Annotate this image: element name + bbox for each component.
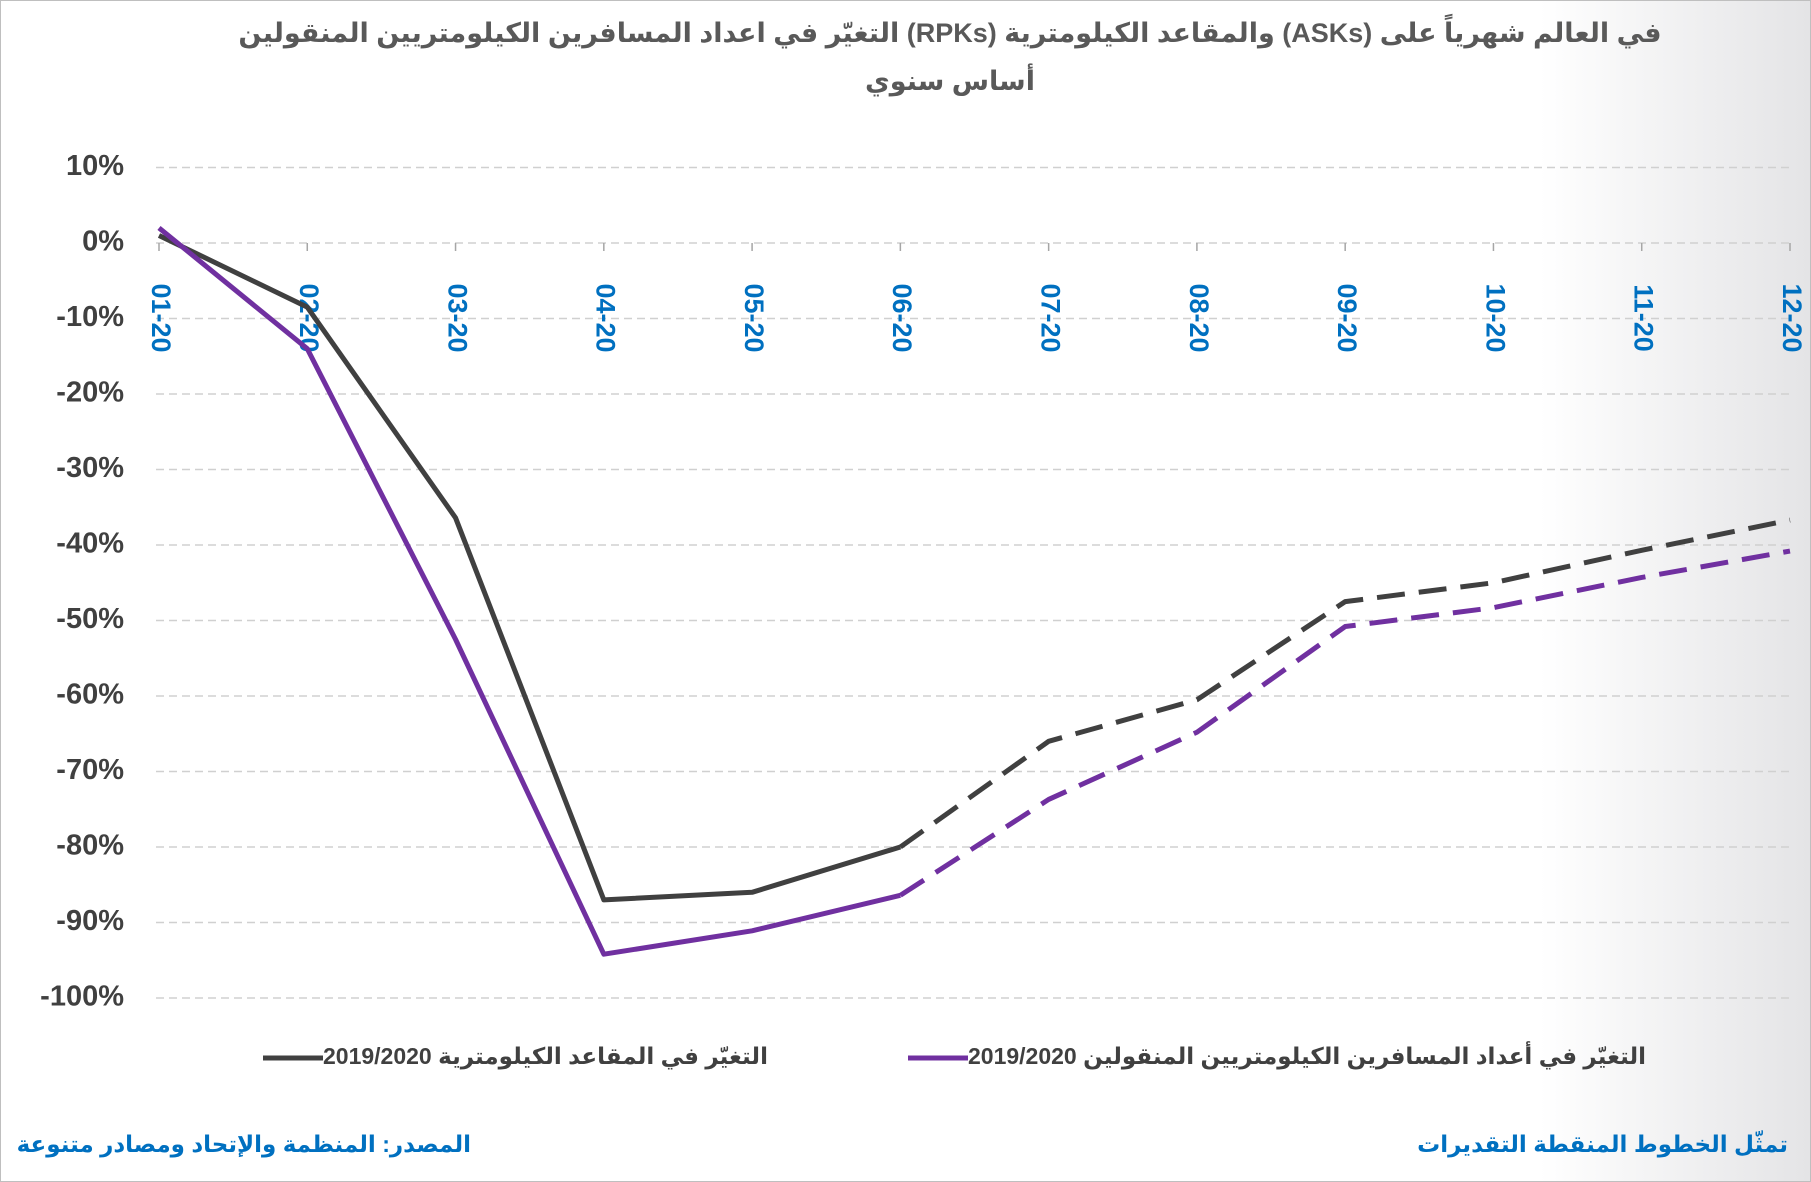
y-tick-label: 0% — [82, 226, 124, 258]
note: تمثّل الخطوط المنقطة التقديرات — [1417, 1130, 1788, 1158]
x-tick-label: 04-20 — [591, 283, 621, 352]
x-tick-label: 08-20 — [1184, 283, 1214, 352]
x-tick-label: 07-20 — [1036, 283, 1066, 352]
y-tick-label: -100% — [40, 981, 124, 1013]
x-tick-label: 01-20 — [146, 283, 176, 352]
x-tick-label: 11-20 — [1629, 284, 1659, 352]
series-line — [898, 517, 1791, 850]
x-tick-label: 05-20 — [739, 283, 769, 352]
x-tick-label: 03-20 — [442, 283, 472, 352]
y-tick-label: -80% — [56, 830, 124, 862]
source: المصدر: المنظمة والإتحاد ومصادر متنوعة — [17, 1131, 471, 1158]
y-tick-label: -30% — [56, 452, 124, 484]
y-tick-label: -50% — [56, 603, 124, 635]
y-tick-label: -70% — [56, 754, 124, 786]
legend-label: التغيّر في أعداد المسافرين الكيلومتريين … — [968, 1040, 1646, 1070]
y-tick-label: 10% — [66, 150, 124, 182]
chart-title: أساس سنوي — [865, 63, 1035, 97]
x-tick-label: 12-20 — [1777, 283, 1807, 352]
y-tick-label: -90% — [56, 905, 124, 937]
y-tick-label: -10% — [56, 301, 124, 333]
legend-label: التغيّر في المقاعد الكيلومترية 2019/2020 — [323, 1043, 768, 1070]
series-line — [157, 233, 902, 903]
y-tick-label: -40% — [56, 528, 124, 560]
series-line — [157, 225, 901, 957]
x-tick-label: 10-20 — [1480, 283, 1510, 352]
x-tick-label: 06-20 — [887, 283, 917, 352]
chart-title: التغيّر في اعداد المسافرين الكيلومتريين … — [238, 13, 1661, 49]
y-tick-label: -60% — [56, 679, 124, 711]
series-line — [899, 548, 1791, 898]
x-tick-label: 09-20 — [1332, 283, 1362, 352]
y-tick-label: -20% — [56, 377, 124, 409]
